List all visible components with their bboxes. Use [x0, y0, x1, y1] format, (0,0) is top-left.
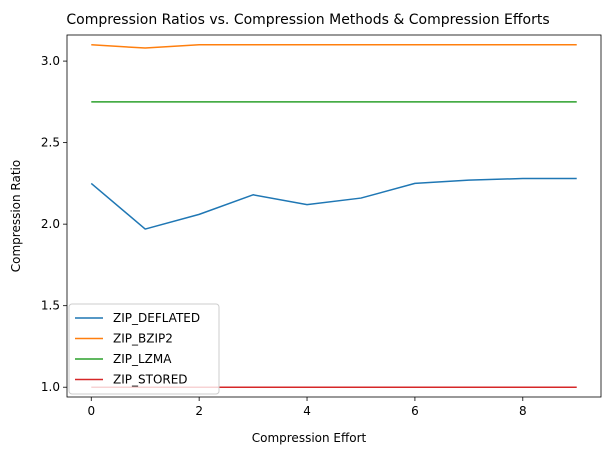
chart-title: Compression Ratios vs. Compression Metho… — [66, 12, 549, 28]
y-tick-label: 2.0 — [41, 217, 60, 231]
y-tick-label: 2.5 — [41, 136, 60, 150]
series-line-zip-deflated — [90, 177, 577, 230]
x-tick-label: 6 — [411, 404, 419, 418]
y-axis: 1.0 1.5 2.0 2.5 3.0 — [41, 54, 67, 394]
x-axis: 0 2 4 6 8 — [87, 397, 527, 418]
x-tick-label: 0 — [87, 404, 95, 418]
legend-box — [68, 303, 220, 395]
series-line-zip-bzip2 — [91, 44, 577, 49]
x-tick-label: 4 — [303, 404, 311, 418]
x-axis-title: Compression Effort — [252, 431, 367, 445]
legend-label: ZIP_LZMA — [113, 352, 172, 366]
y-tick-label: 1.0 — [41, 380, 60, 394]
y-tick-label: 3.0 — [41, 54, 60, 68]
x-tick-label: 2 — [195, 404, 203, 418]
legend-label: ZIP_BZIP2 — [113, 332, 173, 346]
y-axis-title: Compression Ratio — [9, 160, 23, 273]
plot-area — [66, 34, 602, 398]
y-tick-label: 1.5 — [41, 299, 60, 313]
x-tick-label: 8 — [519, 404, 527, 418]
legend-label: ZIP_DEFLATED — [113, 311, 200, 325]
series-lines — [90, 44, 577, 388]
legend-label: ZIP_STORED — [113, 373, 188, 387]
legend: ZIP_DEFLATED ZIP_BZIP2 ZIP_LZMA ZIP_STORED — [68, 303, 220, 395]
